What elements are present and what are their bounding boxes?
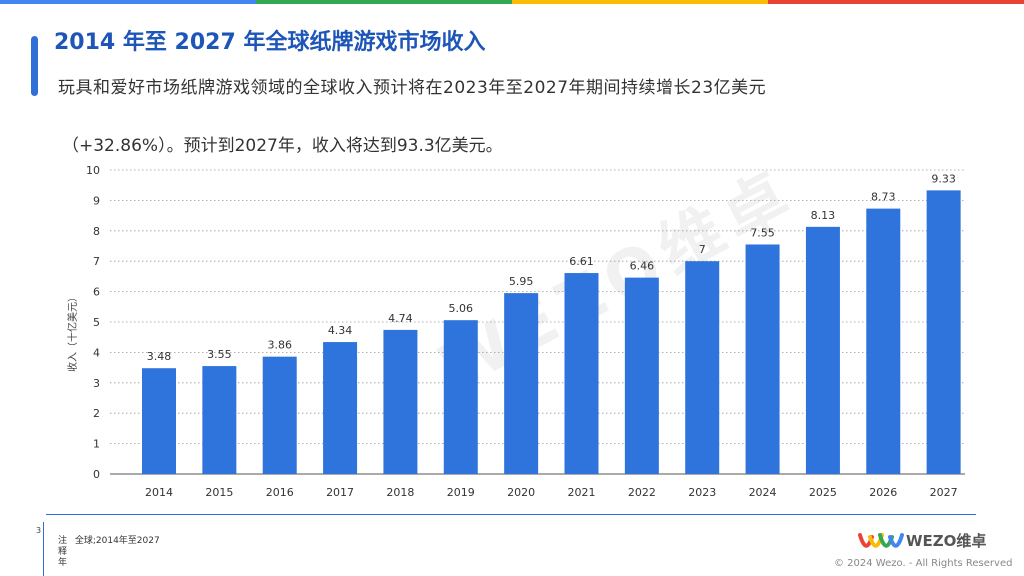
bar <box>805 226 840 474</box>
data-label: 8.13 <box>811 209 836 222</box>
x-tick-label: 2027 <box>930 486 958 499</box>
bar <box>564 273 599 474</box>
data-label: 6.61 <box>569 255 594 268</box>
bar <box>504 293 539 474</box>
x-tick-label: 2025 <box>809 486 837 499</box>
y-tick-label: 6 <box>93 286 100 299</box>
note-suffix: 年 <box>58 558 68 568</box>
data-label: 9.33 <box>931 172 956 185</box>
data-label: 8.73 <box>871 191 896 204</box>
logo-text: WEZO维卓 <box>906 532 987 550</box>
x-tick-label: 2018 <box>386 486 414 499</box>
footer-note: 注释 全球;2014年至2027 年 <box>58 536 160 569</box>
x-tick-label: 2016 <box>266 486 294 499</box>
y-tick-label: 7 <box>93 255 100 268</box>
top-strip-green <box>256 0 512 4</box>
y-tick-label: 10 <box>86 164 100 177</box>
y-tick-label: 0 <box>93 468 100 481</box>
bar <box>624 277 659 474</box>
page-number: 3 <box>36 526 42 535</box>
x-tick-label: 2024 <box>749 486 777 499</box>
y-tick-label: 1 <box>93 438 100 451</box>
note-label: 注释 <box>58 536 68 557</box>
y-tick-label: 5 <box>93 316 100 329</box>
bar <box>383 329 418 474</box>
x-tick-label: 2022 <box>628 486 656 499</box>
data-label: 4.74 <box>388 312 413 325</box>
y-tick-label: 9 <box>93 194 100 207</box>
y-tick-label: 3 <box>93 377 100 390</box>
y-tick-label: 2 <box>93 407 100 420</box>
bar <box>926 190 961 475</box>
x-tick-label: 2023 <box>688 486 716 499</box>
page-subtitle-line2: （+32.86%）。预计到2027年，收入将达到93.3亿美元。 <box>62 136 503 156</box>
bar <box>323 342 358 474</box>
bar <box>262 356 297 474</box>
y-axis-label: 收入（十亿美元） <box>66 292 79 372</box>
data-label: 4.34 <box>328 324 353 337</box>
data-label: 7.55 <box>750 226 775 239</box>
x-tick-label: 2014 <box>145 486 173 499</box>
y-tick-label: 8 <box>93 225 100 238</box>
logo-mark-icon <box>858 532 904 548</box>
bar <box>142 368 176 474</box>
x-tick-label: 2019 <box>447 486 475 499</box>
x-tick-label: 2026 <box>869 486 897 499</box>
top-strip-red <box>768 0 1024 4</box>
title-accent-bar <box>31 36 38 96</box>
x-tick-label: 2015 <box>205 486 233 499</box>
note-text: 全球;2014年至2027 <box>74 536 160 546</box>
footer-left-line <box>43 522 44 576</box>
data-label: 6.46 <box>630 260 655 273</box>
y-tick-label: 4 <box>93 346 100 359</box>
bar <box>685 261 720 474</box>
data-label: 3.86 <box>267 339 292 352</box>
top-color-strip <box>0 0 1024 4</box>
footer-divider <box>46 514 976 515</box>
bar <box>866 208 901 474</box>
page-title: 2014 年至 2027 年全球纸牌游戏市场收入 <box>54 30 486 55</box>
x-tick-label: 2020 <box>507 486 535 499</box>
data-label: 3.55 <box>207 348 232 361</box>
data-label: 7 <box>699 243 706 256</box>
bar <box>202 366 237 474</box>
data-label: 3.48 <box>147 350 172 363</box>
data-label: 5.06 <box>449 302 474 315</box>
bar <box>443 320 478 474</box>
top-strip-blue <box>0 0 256 4</box>
top-strip-yellow <box>512 0 768 4</box>
copyright-text: © 2024 Wezo. - All Rights Reserved <box>834 558 1013 569</box>
x-tick-label: 2017 <box>326 486 354 499</box>
x-tick-label: 2021 <box>568 486 596 499</box>
page-subtitle-line1: 玩具和爱好市场纸牌游戏领域的全球收入预计将在2023年至2027年期间持续增长2… <box>58 78 767 98</box>
data-label: 5.95 <box>509 275 534 288</box>
wezo-logo: WEZO维卓 <box>858 530 986 551</box>
bar <box>745 244 780 474</box>
